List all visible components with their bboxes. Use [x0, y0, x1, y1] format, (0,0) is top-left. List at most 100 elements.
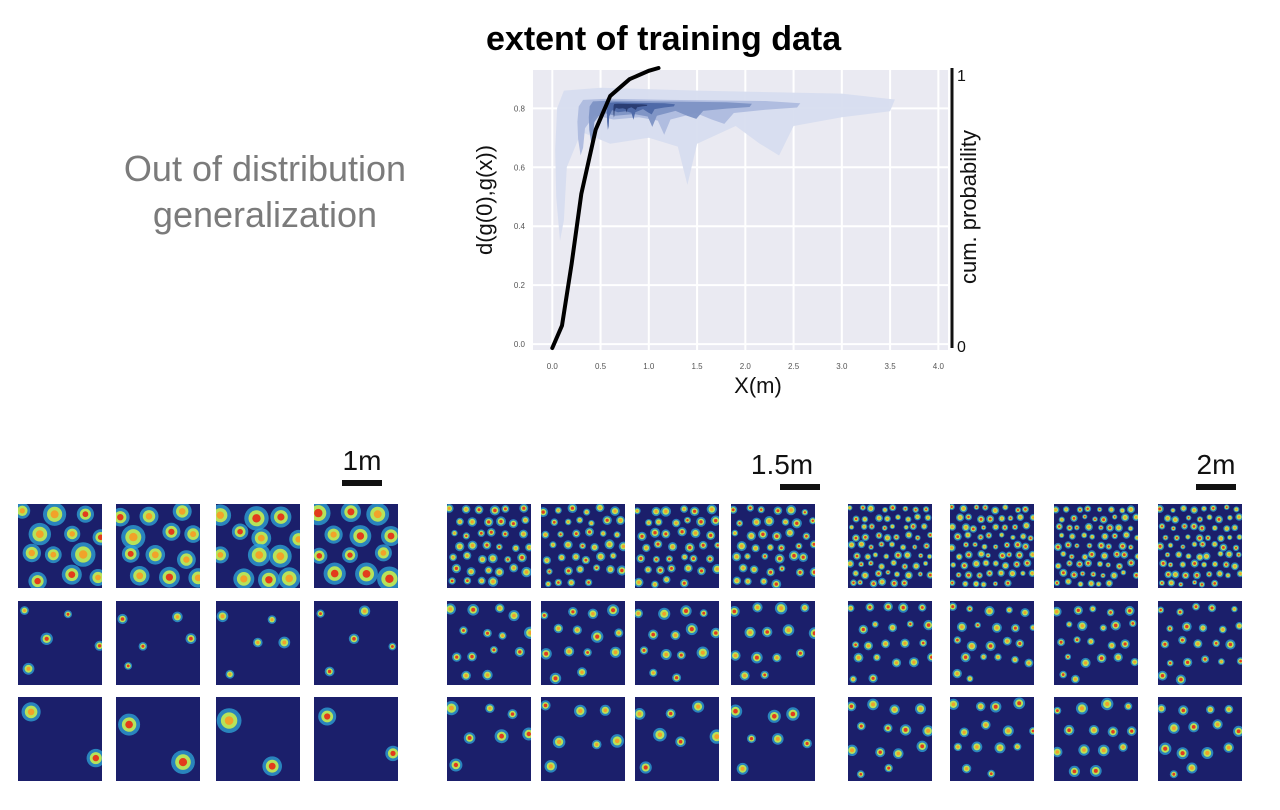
field-peak [178, 508, 186, 515]
field-peak [897, 516, 899, 519]
field-peak [920, 744, 925, 749]
field-peak [733, 708, 738, 714]
field-peak [1118, 565, 1121, 568]
field-peak [34, 577, 41, 585]
field-peak [19, 508, 25, 514]
field-peak [951, 581, 954, 584]
field-peak [775, 736, 780, 741]
field-peak [885, 555, 888, 558]
field-peak [1008, 553, 1011, 556]
x-tick-label: 0.5 [595, 362, 607, 371]
field-peak [453, 532, 456, 535]
heading-line-1: Out of distribution [123, 148, 407, 189]
field-peak [1092, 728, 1096, 732]
field-peak [217, 552, 224, 558]
field-peak [962, 730, 966, 734]
field-peak [763, 555, 767, 558]
field-peak [314, 508, 323, 518]
field-peak [686, 566, 690, 570]
field-peak [617, 631, 621, 635]
field-peak [595, 566, 598, 569]
field-peak [524, 570, 529, 574]
field-peak [1116, 655, 1120, 659]
field-peak [566, 543, 570, 547]
field-peak [780, 546, 783, 550]
field-peak [567, 569, 570, 573]
field-peak [1190, 766, 1194, 770]
field-peak [1166, 517, 1169, 520]
field-peak [1083, 555, 1087, 559]
field-peak [788, 531, 792, 535]
field-peak [683, 555, 686, 559]
field-peak [613, 650, 618, 655]
field-peak [1218, 572, 1222, 575]
field-peak [1006, 729, 1011, 733]
field-peak [1172, 772, 1176, 776]
field-peak [854, 572, 857, 575]
field-peak [700, 650, 705, 655]
field-peak [754, 546, 757, 550]
field-peak [872, 582, 875, 585]
field-peak [925, 544, 928, 548]
field-peak [1011, 572, 1014, 575]
field-peak [646, 568, 650, 571]
field-peak [276, 552, 285, 561]
field-peak [892, 561, 895, 564]
field-peak [1129, 508, 1133, 511]
field-peak [1195, 573, 1199, 577]
field-peak [591, 612, 595, 616]
field-peak [850, 748, 854, 753]
field-peak [975, 506, 978, 509]
field-peak [270, 618, 274, 622]
field-peak [557, 509, 560, 512]
field-peak [1031, 553, 1034, 556]
field-peak [1058, 525, 1061, 528]
ratemap-tile [216, 601, 300, 685]
field-peak [693, 509, 697, 513]
field-peak [877, 572, 880, 575]
field-peak [79, 550, 88, 559]
heading-line-2: generalization [152, 194, 378, 235]
field-peak [1027, 661, 1031, 665]
field-peak [347, 508, 355, 516]
x-tick-label: 1.0 [643, 362, 655, 371]
field-peak [767, 519, 771, 523]
field-peak [983, 545, 986, 548]
field-peak [387, 532, 395, 540]
field-peak [498, 545, 501, 549]
field-peak [347, 552, 353, 558]
field-peak [1133, 660, 1137, 664]
field-peak [883, 527, 886, 529]
field-peak [886, 605, 890, 609]
field-peak [988, 644, 993, 648]
field-peak [1076, 544, 1078, 547]
field-peak [849, 704, 854, 708]
field-peak [1113, 534, 1116, 538]
field-peak [871, 702, 875, 707]
field-peak [895, 573, 899, 576]
field-peak [1057, 564, 1060, 568]
x-tick-labels: 0.0 0.5 1.0 1.5 2.0 2.5 3.0 3.5 4.0 [547, 362, 945, 371]
field-peak [636, 611, 640, 615]
field-peak [994, 562, 997, 565]
field-peak [976, 624, 979, 627]
field-peak [68, 571, 76, 578]
ratemap-tile [635, 697, 719, 781]
field-peak [1078, 562, 1081, 566]
field-peak [556, 626, 560, 630]
field-peak [715, 567, 719, 571]
field-peak [470, 654, 474, 659]
field-peak [994, 525, 997, 529]
field-peak [1016, 543, 1020, 547]
field-peak [964, 525, 968, 529]
field-peak [884, 508, 886, 511]
field-peak [511, 522, 515, 526]
field-peak [1191, 725, 1196, 729]
field-peak [979, 517, 983, 521]
field-peak [859, 724, 863, 728]
field-peak [599, 555, 603, 559]
field-peak [1102, 518, 1105, 522]
field-peak [651, 632, 655, 637]
field-peak [1159, 707, 1163, 711]
field-peak [1219, 537, 1223, 540]
